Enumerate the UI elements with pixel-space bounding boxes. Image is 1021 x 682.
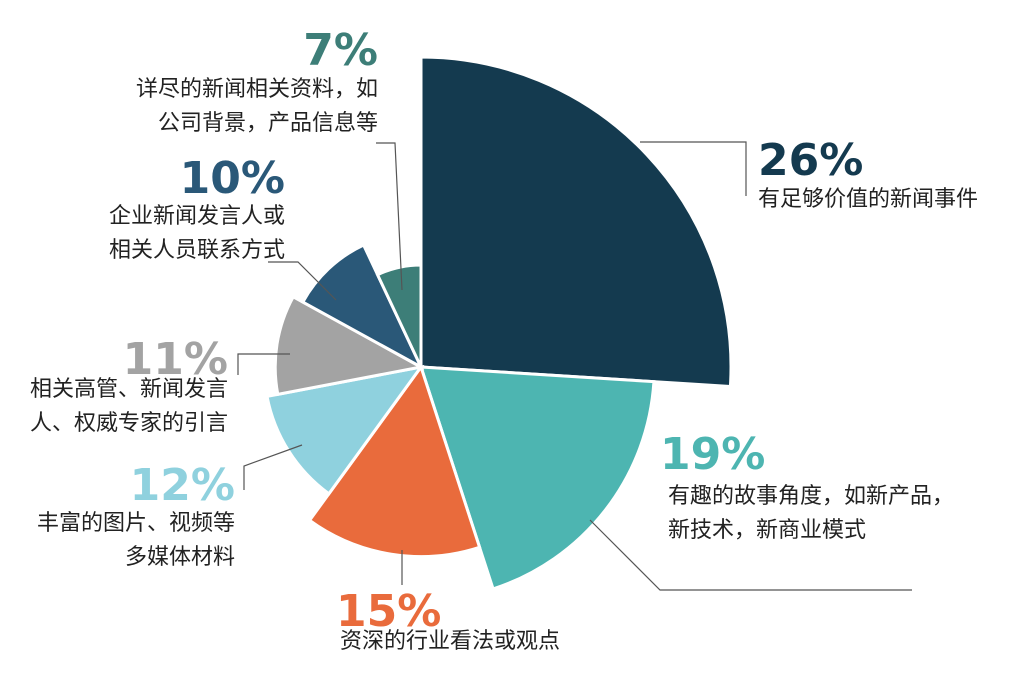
slice-category-label: 人、权威专家的引言	[30, 411, 228, 436]
leader-line-2	[589, 519, 912, 591]
slice-category-label: 资深的行业看法或观点	[340, 629, 560, 654]
slice-category-label: 详尽的新闻相关资料，如	[136, 77, 378, 102]
slice-percent-label: 10%	[180, 153, 285, 204]
leader-line-7	[376, 142, 403, 291]
pie-slice-1	[419, 55, 733, 389]
slice-category-label: 丰富的图片、视频等	[37, 511, 235, 536]
slice-category-label: 有趣的故事角度，如新产品，	[668, 484, 954, 509]
slice-category-label: 新技术，新商业模式	[668, 518, 866, 543]
leader-line-4	[243, 444, 303, 490]
pie-slice-7	[375, 263, 423, 368]
pie-slice-4	[265, 364, 425, 496]
pie-slice-6	[300, 242, 425, 371]
slice-percent-label: 15%	[336, 586, 441, 637]
pie-slices	[265, 55, 733, 591]
slice-percent-label: 19%	[660, 429, 765, 480]
slice-category-label: 相关人员联系方式	[109, 238, 285, 263]
slice-category-label: 公司背景，产品信息等	[158, 111, 378, 136]
slice-percent-label: 26%	[758, 135, 863, 186]
slice-percent-label: 12%	[130, 460, 235, 511]
leader-line-1	[640, 141, 747, 196]
slice-category-label: 多媒体材料	[125, 545, 235, 570]
slice-category-label: 相关高管、新闻发言	[30, 377, 228, 402]
leader-line-5	[237, 353, 290, 375]
slice-category-label: 有足够价值的新闻事件	[758, 187, 978, 212]
slice-labels: 26%有足够价值的新闻事件 19% 有趣的故事角度，如新产品， 新技术，新商业模式 15…	[30, 25, 978, 654]
slice-percent-label: 11%	[123, 334, 228, 385]
leader-line-6	[268, 261, 337, 301]
slice-category-label: 企业新闻发言人或	[109, 204, 285, 229]
pie-slice-2	[418, 365, 656, 591]
pie-slice-3	[307, 363, 482, 559]
pie-slice-5	[273, 294, 426, 397]
slice-percent-label: 7%	[303, 25, 378, 76]
